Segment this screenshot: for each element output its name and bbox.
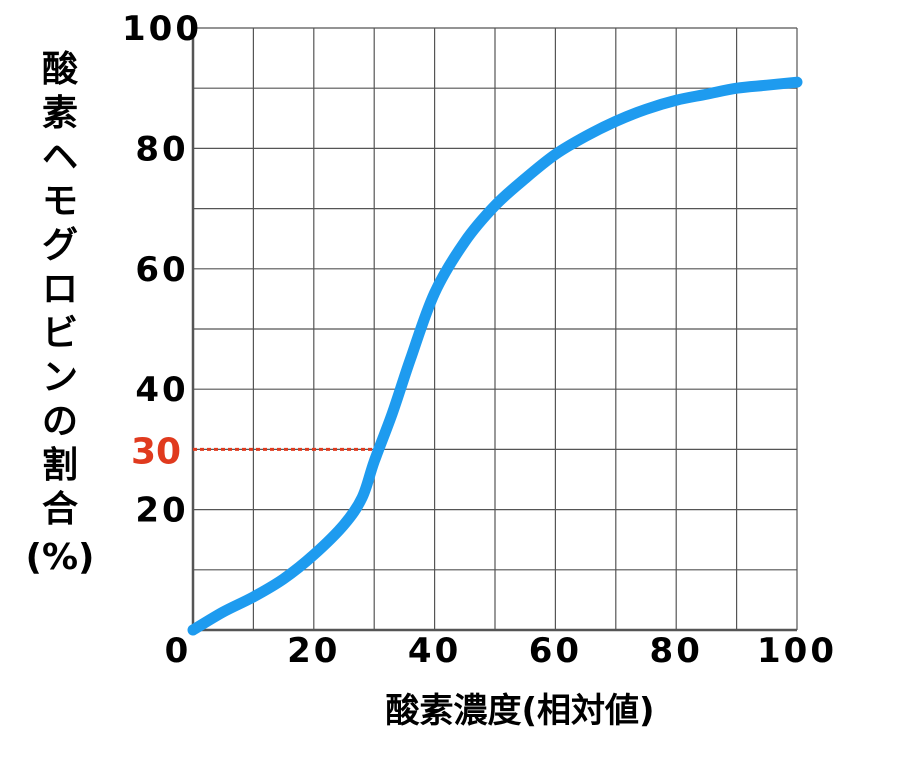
annotation-label: 30	[131, 431, 181, 472]
x-tick-labels: 0 20 40 60 80 100	[165, 631, 837, 671]
y-axis-label-char: ン	[41, 357, 78, 398]
grid	[191, 27, 798, 632]
y-axis-label-char: 素	[41, 93, 78, 134]
y-axis-label-char: モ	[41, 181, 78, 222]
y-tick-label: 40	[135, 370, 188, 410]
y-axis-label-char: ビ	[41, 313, 78, 354]
y-axis-label: 酸素ヘモグロビンの割合 (%)	[20, 48, 100, 580]
x-tick-label: 60	[529, 631, 582, 671]
y-axis-label-char: 合	[41, 489, 78, 530]
y-tick-labels: 20 40 60 80 100	[122, 9, 202, 531]
y-tick-label: 100	[122, 9, 202, 49]
y-axis-label-char: の	[41, 401, 78, 442]
x-axis-label: 酸素濃度(相対値)	[385, 691, 654, 731]
y-axis-label-char: 酸	[41, 49, 78, 90]
y-axis-label-char: 割	[41, 445, 78, 486]
x-tick-label: 40	[408, 631, 461, 671]
y-axis-label-char: ロ	[41, 269, 78, 310]
y-tick-label: 60	[135, 250, 188, 290]
annotation: 30	[131, 431, 375, 472]
series-line	[187, 76, 803, 636]
x-tick-label: 100	[757, 631, 837, 671]
x-tick-label: 0	[165, 631, 192, 671]
series	[187, 76, 803, 636]
x-tick-label: 80	[650, 631, 703, 671]
x-tick-label: 20	[287, 631, 340, 671]
y-tick-label: 80	[135, 129, 188, 169]
y-axis-label-char: グ	[41, 225, 78, 266]
y-tick-label: 20	[135, 491, 188, 531]
y-axis-label-char: ヘ	[41, 137, 78, 178]
y-axis-unit: (%)	[25, 537, 95, 578]
